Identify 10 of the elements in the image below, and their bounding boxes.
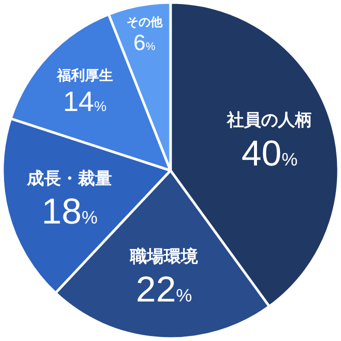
data-label: 14%	[62, 86, 107, 117]
slice-label: その他	[126, 14, 164, 29]
data-label: 22%	[136, 268, 192, 310]
data-label: 40%	[242, 132, 298, 174]
data-label: 18%	[42, 190, 98, 232]
data-label: 6%	[133, 30, 156, 56]
slice-label: 成長・裁量	[26, 168, 112, 188]
slice-label: 社員の人柄	[226, 110, 312, 130]
slice-label: 職場環境	[128, 246, 198, 266]
slice-label: 福利厚生	[56, 67, 113, 84]
